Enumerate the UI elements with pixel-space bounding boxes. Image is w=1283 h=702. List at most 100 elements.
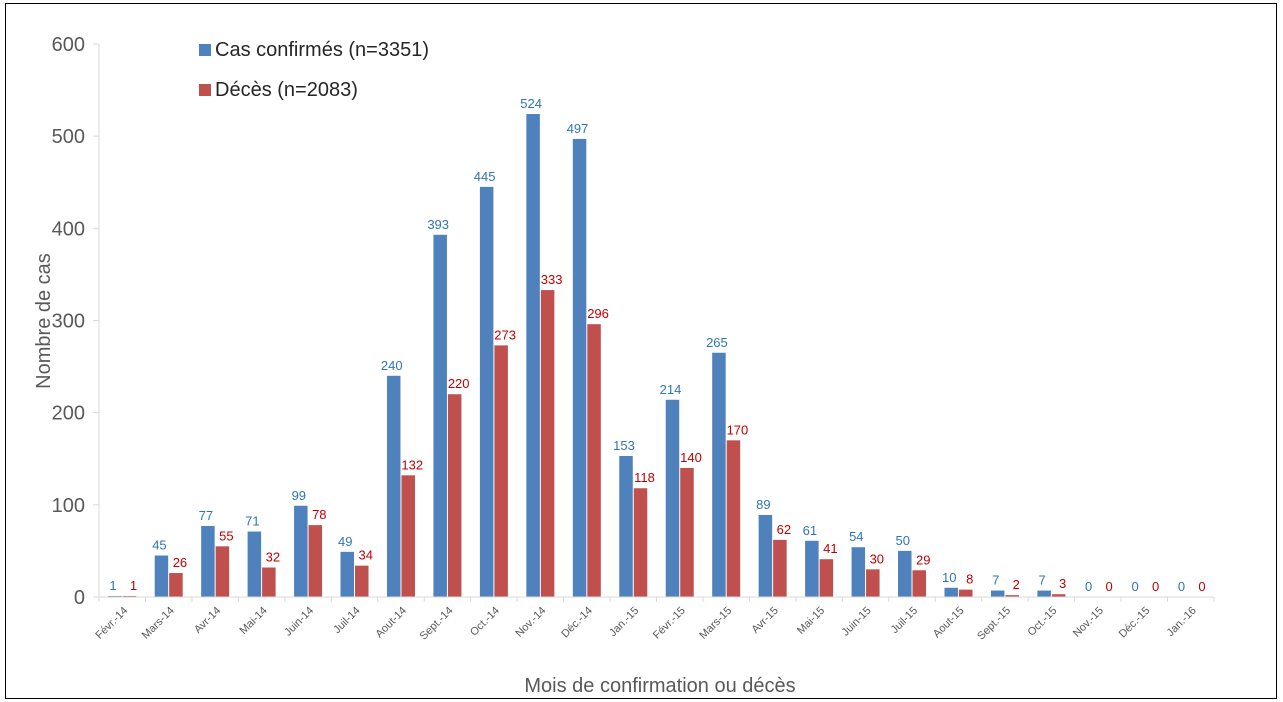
bar-deces: [308, 525, 323, 597]
data-label: 140: [680, 450, 702, 465]
data-label: 3: [1059, 576, 1066, 591]
data-label: 8: [966, 572, 973, 587]
data-label: 2: [1013, 577, 1020, 592]
x-tick-label: Déc.-15: [1117, 605, 1153, 641]
bar-cas-confirmes: [805, 540, 819, 597]
data-label: 0: [1085, 579, 1092, 594]
y-axis: 0 100 200 300 400 500 600: [52, 34, 100, 609]
bar-cas-confirmes: [944, 587, 958, 597]
x-tick-label: Déc.-14: [559, 605, 595, 641]
data-label: 29: [916, 552, 930, 567]
bar-deces: [773, 539, 787, 597]
data-label: 0: [1152, 579, 1159, 594]
data-label: 0: [1105, 579, 1112, 594]
data-label: 45: [152, 538, 166, 553]
data-label: 55: [219, 528, 233, 543]
data-label: 214: [660, 382, 682, 397]
data-label: 1: [130, 578, 137, 593]
y-tick-label: 200: [52, 403, 85, 425]
data-label: 0: [1198, 579, 1205, 594]
x-tick-label: Mai-14: [237, 605, 269, 637]
bar-deces: [819, 559, 834, 597]
bar-deces: [726, 440, 741, 597]
x-tick-label: Aout-15: [931, 605, 967, 641]
bar-cas-confirmes: [665, 399, 680, 597]
x-tick-label: Avr-14: [192, 605, 223, 636]
data-label: 50: [896, 533, 910, 548]
data-label: 7: [1039, 573, 1046, 588]
bars-layer: [108, 114, 1066, 598]
data-label: 132: [401, 457, 423, 472]
data-label: 497: [567, 121, 589, 136]
data-label: 393: [427, 217, 449, 232]
chart-frame: 0 100 200 300 400 500 600 1 45 77 71 99 49 240 393 445…: [5, 3, 1277, 699]
bar-deces: [215, 546, 230, 597]
x-tick-label: Mai-15: [795, 605, 827, 637]
bar-cas-confirmes: [433, 234, 447, 597]
bar-cas-confirmes: [154, 555, 169, 597]
bar-deces: [355, 565, 369, 597]
legend-swatch-deces: [199, 84, 211, 96]
data-label: 30: [870, 551, 884, 566]
x-tick-label: Jan.-15: [607, 605, 641, 639]
x-tick-label: Févr.-14: [93, 605, 130, 642]
data-label: 265: [706, 335, 728, 350]
data-label: 333: [541, 272, 563, 287]
bar-deces: [1051, 594, 1066, 597]
bar-deces: [587, 324, 601, 597]
data-label: 78: [312, 507, 326, 522]
data-label: 32: [266, 550, 280, 565]
legend-label-cas-confirmes: Cas confirmés (n=3351): [215, 39, 429, 61]
data-label: 61: [803, 523, 817, 538]
bar-deces: [633, 488, 648, 597]
data-label: 118: [634, 470, 655, 485]
y-tick-label: 400: [52, 218, 85, 240]
data-label: 296: [587, 306, 609, 321]
x-tick-label: Nov.-15: [1071, 605, 1106, 640]
y-tick-label: 600: [52, 34, 85, 56]
legend-label-deces: Décès (n=2083): [215, 79, 358, 101]
y-axis-title: Nombre de cas: [33, 253, 55, 389]
data-label: 7: [992, 573, 999, 588]
y-tick-label: 0: [74, 587, 85, 609]
x-tick-label: Aout-14: [373, 605, 409, 641]
bar-deces: [262, 567, 276, 597]
data-label: 77: [199, 508, 213, 523]
data-label: 240: [381, 358, 403, 373]
data-label: 273: [494, 327, 516, 342]
x-axis-title: Mois de confirmation ou décès: [524, 675, 795, 697]
x-tick-label: Juil-15: [889, 605, 920, 636]
y-tick-label: 300: [52, 311, 85, 333]
data-label: 524: [520, 96, 542, 111]
bar-cas-confirmes: [247, 531, 262, 597]
x-tick-label: Oct.-15: [1026, 605, 1060, 639]
bar-cas-confirmes: [619, 455, 633, 597]
data-label: 71: [245, 514, 259, 529]
y-tick-label: 500: [52, 126, 85, 148]
data-label: 220: [448, 376, 470, 391]
x-tick-label: Juin-15: [840, 605, 874, 639]
bar-cas-confirmes: [851, 547, 866, 597]
x-tick-label: Nov.-14: [513, 605, 548, 640]
bar-deces: [494, 345, 508, 597]
data-label: 49: [338, 534, 352, 549]
data-label: 0: [1131, 579, 1138, 594]
bar-cas-confirmes: [479, 186, 494, 597]
x-tick-label: Avr-15: [750, 605, 781, 636]
bar-deces: [912, 570, 927, 597]
bar-deces: [866, 569, 880, 597]
bar-cas-confirmes: [1037, 590, 1051, 597]
bar-deces: [680, 467, 694, 597]
bar-deces: [447, 394, 462, 597]
bar-cas-confirmes: [526, 114, 540, 598]
x-tick-label: Mars-14: [140, 605, 177, 642]
x-tick-label: Févr.-15: [651, 605, 688, 642]
bar-cas-confirmes: [898, 550, 912, 597]
bar-deces: [958, 589, 973, 597]
data-label: 99: [292, 488, 306, 503]
bar-deces: [1005, 595, 1019, 597]
data-label: 54: [849, 529, 863, 544]
bar-cas-confirmes: [386, 375, 401, 597]
y-tick-label: 100: [52, 495, 85, 517]
x-tick-label: Jan.-16: [1164, 605, 1198, 639]
